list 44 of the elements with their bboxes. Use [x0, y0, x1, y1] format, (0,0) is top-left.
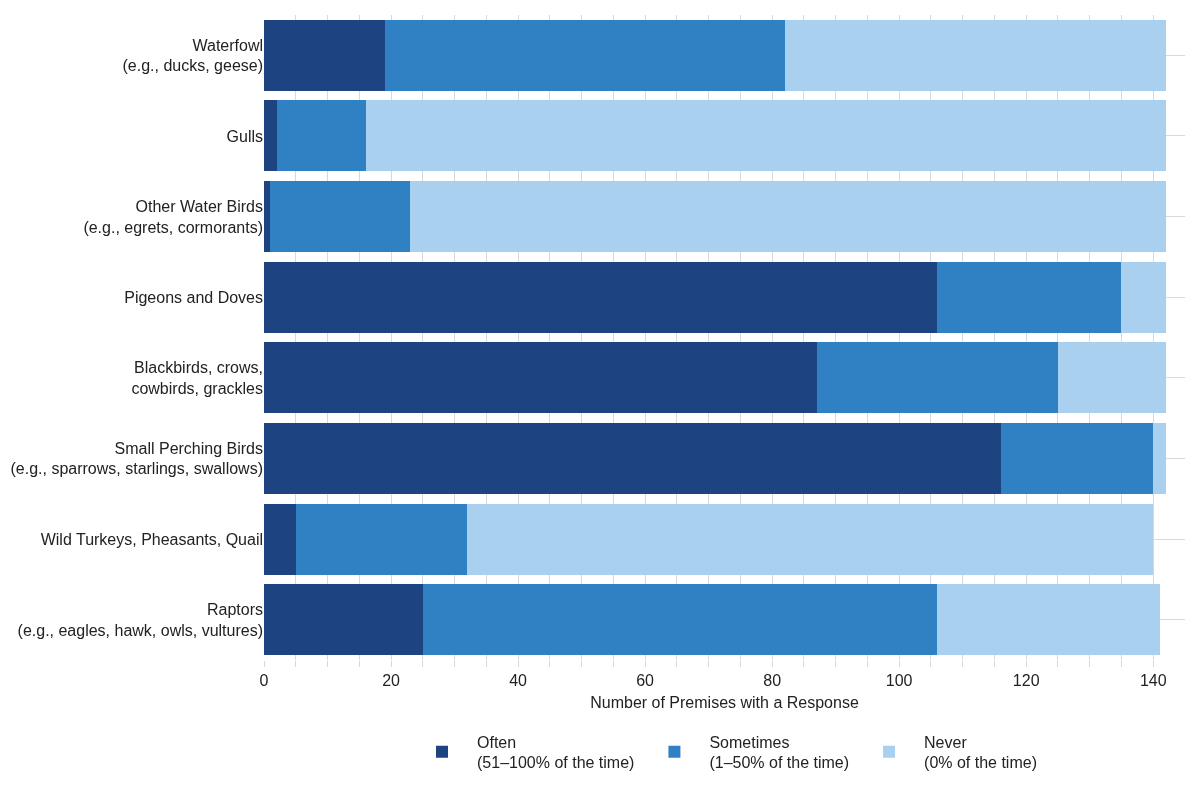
x-tick-label: 60 — [636, 672, 655, 690]
y-tick-label: Pigeons and Doves — [124, 288, 263, 306]
bar — [264, 261, 938, 333]
x-tick-label: 80 — [763, 672, 782, 690]
x-tick-label: 40 — [509, 672, 528, 690]
legend-label: Never (0% of the time) — [924, 733, 1037, 772]
x-tick-label: 100 — [885, 672, 913, 690]
bar — [1121, 261, 1166, 333]
bar — [816, 342, 1058, 414]
bar — [264, 181, 271, 253]
bar — [1153, 422, 1166, 494]
bar — [264, 342, 817, 414]
y-tick-label: Small Perching Birds (e.g., sparrows, starlings, swallows) — [10, 439, 263, 478]
bar — [467, 503, 1154, 575]
legend-label: Often (51–100% of the time) — [477, 733, 635, 772]
bar — [937, 584, 1160, 656]
bar — [365, 100, 1166, 172]
bar — [1057, 342, 1166, 414]
x-tick-label: 20 — [382, 672, 401, 690]
y-tick-label: Wild Turkeys, Pheasants, Quail — [40, 530, 263, 548]
x-tick-label: 0 — [259, 672, 269, 690]
bar — [270, 181, 411, 253]
y-tick-label: Other Water Birds (e.g., egrets, cormorants) — [83, 197, 263, 236]
legend-label: Sometimes (1–50% of the time) — [709, 733, 850, 772]
y-tick-label: Waterfowl (e.g., ducks, geese) — [122, 36, 263, 75]
bar — [1000, 422, 1154, 494]
y-tick-label: Raptors (e.g., eagles, hawk, owls, vultures) — [17, 600, 263, 639]
x-tick-label: 140 — [1139, 672, 1167, 690]
bar — [264, 503, 296, 575]
bar — [784, 19, 1166, 91]
bar — [384, 19, 785, 91]
y-tick-label: Blackbirds, crows, cowbirds, grackles — [131, 359, 263, 397]
bar — [264, 422, 1001, 494]
bar — [276, 100, 366, 172]
bar — [422, 584, 938, 656]
bar — [264, 19, 385, 91]
bar — [264, 100, 277, 172]
x-axis-title: Number of Premises with a Response — [590, 693, 859, 711]
x-tick-label: 120 — [1012, 672, 1040, 690]
bar — [410, 181, 1166, 253]
bar — [937, 261, 1122, 333]
y-tick-label: Gulls — [226, 127, 263, 145]
bar — [295, 503, 468, 575]
bar — [264, 584, 423, 656]
